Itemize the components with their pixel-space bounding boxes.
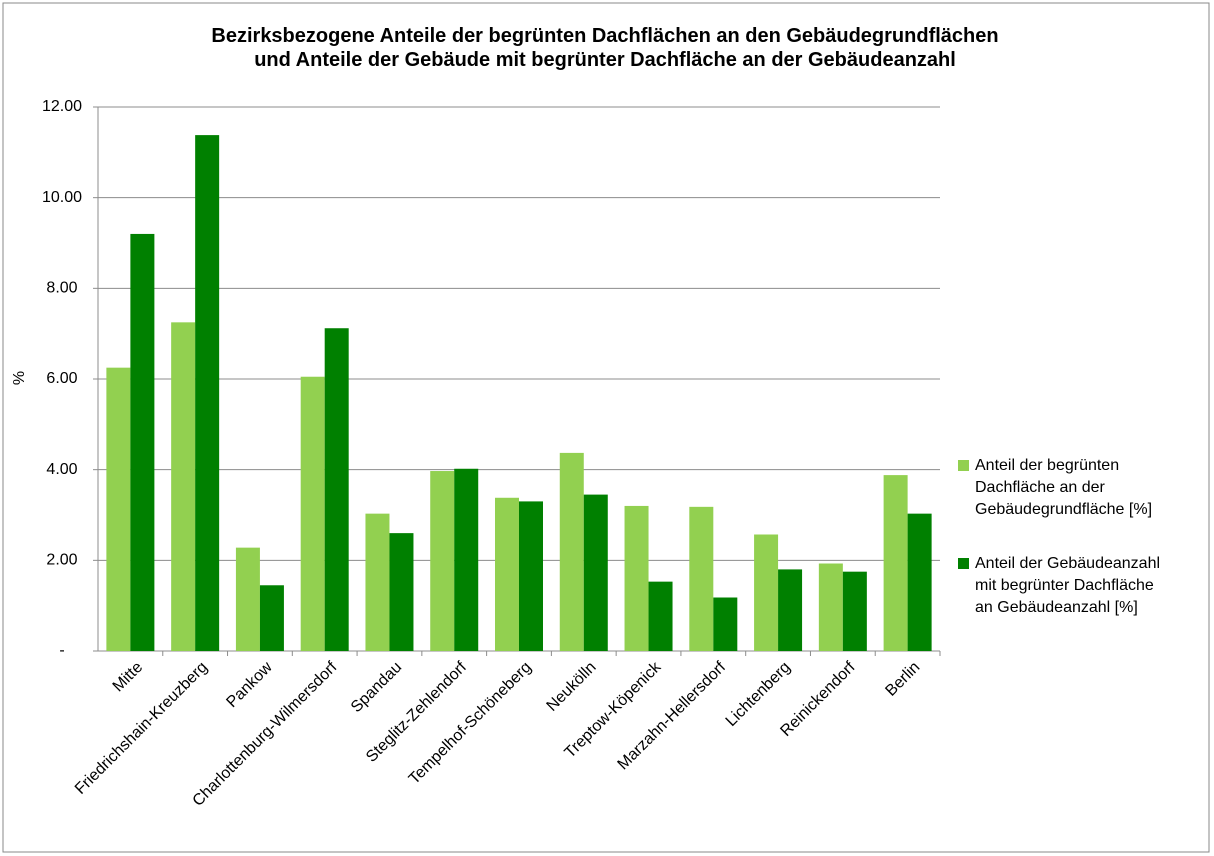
bar	[235, 547, 260, 651]
bar	[583, 494, 608, 651]
bar	[454, 468, 479, 651]
bar	[624, 505, 649, 651]
y-axis-label: %	[11, 371, 28, 385]
legend-entry: Anteil der Gebäudeanzahl mit begrünter D…	[958, 553, 1165, 619]
bar	[259, 585, 284, 651]
y-tick-label: 2.00	[46, 552, 77, 569]
bar	[300, 376, 325, 651]
y-tick-label: 4.00	[46, 461, 77, 478]
x-tick-label: Neukölln	[544, 659, 600, 715]
x-tick-label: Tempelhof-Schöneberg	[406, 659, 535, 788]
bar	[324, 328, 349, 651]
bar	[778, 569, 803, 651]
x-tick-label: Mitte	[110, 659, 147, 696]
bar	[559, 452, 584, 651]
y-tick-label: 12.00	[42, 98, 82, 115]
bar	[519, 501, 543, 651]
x-tick-label: Berlin	[882, 659, 923, 700]
x-tick-label: Friedrichshain-Kreuzberg	[72, 659, 211, 798]
x-tick-label: Spandau	[348, 659, 405, 716]
bar	[648, 581, 673, 651]
bar	[907, 513, 932, 651]
y-tick-label: -	[59, 642, 64, 659]
legend-label: Anteil der Gebäudeanzahl mit begrünter D…	[975, 555, 1161, 616]
legend-swatch	[958, 558, 969, 569]
legend-label: Anteil der begrünten Dachfläche an der G…	[975, 457, 1153, 518]
bar	[171, 322, 196, 651]
bar	[713, 597, 738, 651]
bar	[754, 534, 779, 651]
x-tick-label: Marzahn-Hellersdorf	[615, 658, 730, 773]
bar	[106, 367, 131, 651]
chart-title: Bezirksbezogene Anteile der begrünten Da…	[211, 25, 999, 71]
bar	[883, 475, 908, 651]
bar	[365, 513, 390, 651]
y-tick-label: 6.00	[46, 370, 77, 387]
bar	[195, 135, 220, 651]
x-tick-label: Lichtenberg	[723, 659, 794, 730]
bar	[430, 471, 455, 651]
bar	[389, 533, 414, 651]
bar	[130, 233, 155, 651]
y-tick-label: 10.00	[42, 189, 82, 206]
bar	[818, 563, 843, 651]
legend-swatch	[958, 460, 969, 471]
x-tick-label: Pankow	[223, 658, 276, 711]
bar	[842, 571, 867, 651]
bar	[689, 506, 714, 651]
legend-entry: Anteil der begrünten Dachfläche an der G…	[958, 455, 1165, 521]
y-tick-label: 8.00	[46, 280, 77, 297]
bar	[495, 497, 519, 651]
